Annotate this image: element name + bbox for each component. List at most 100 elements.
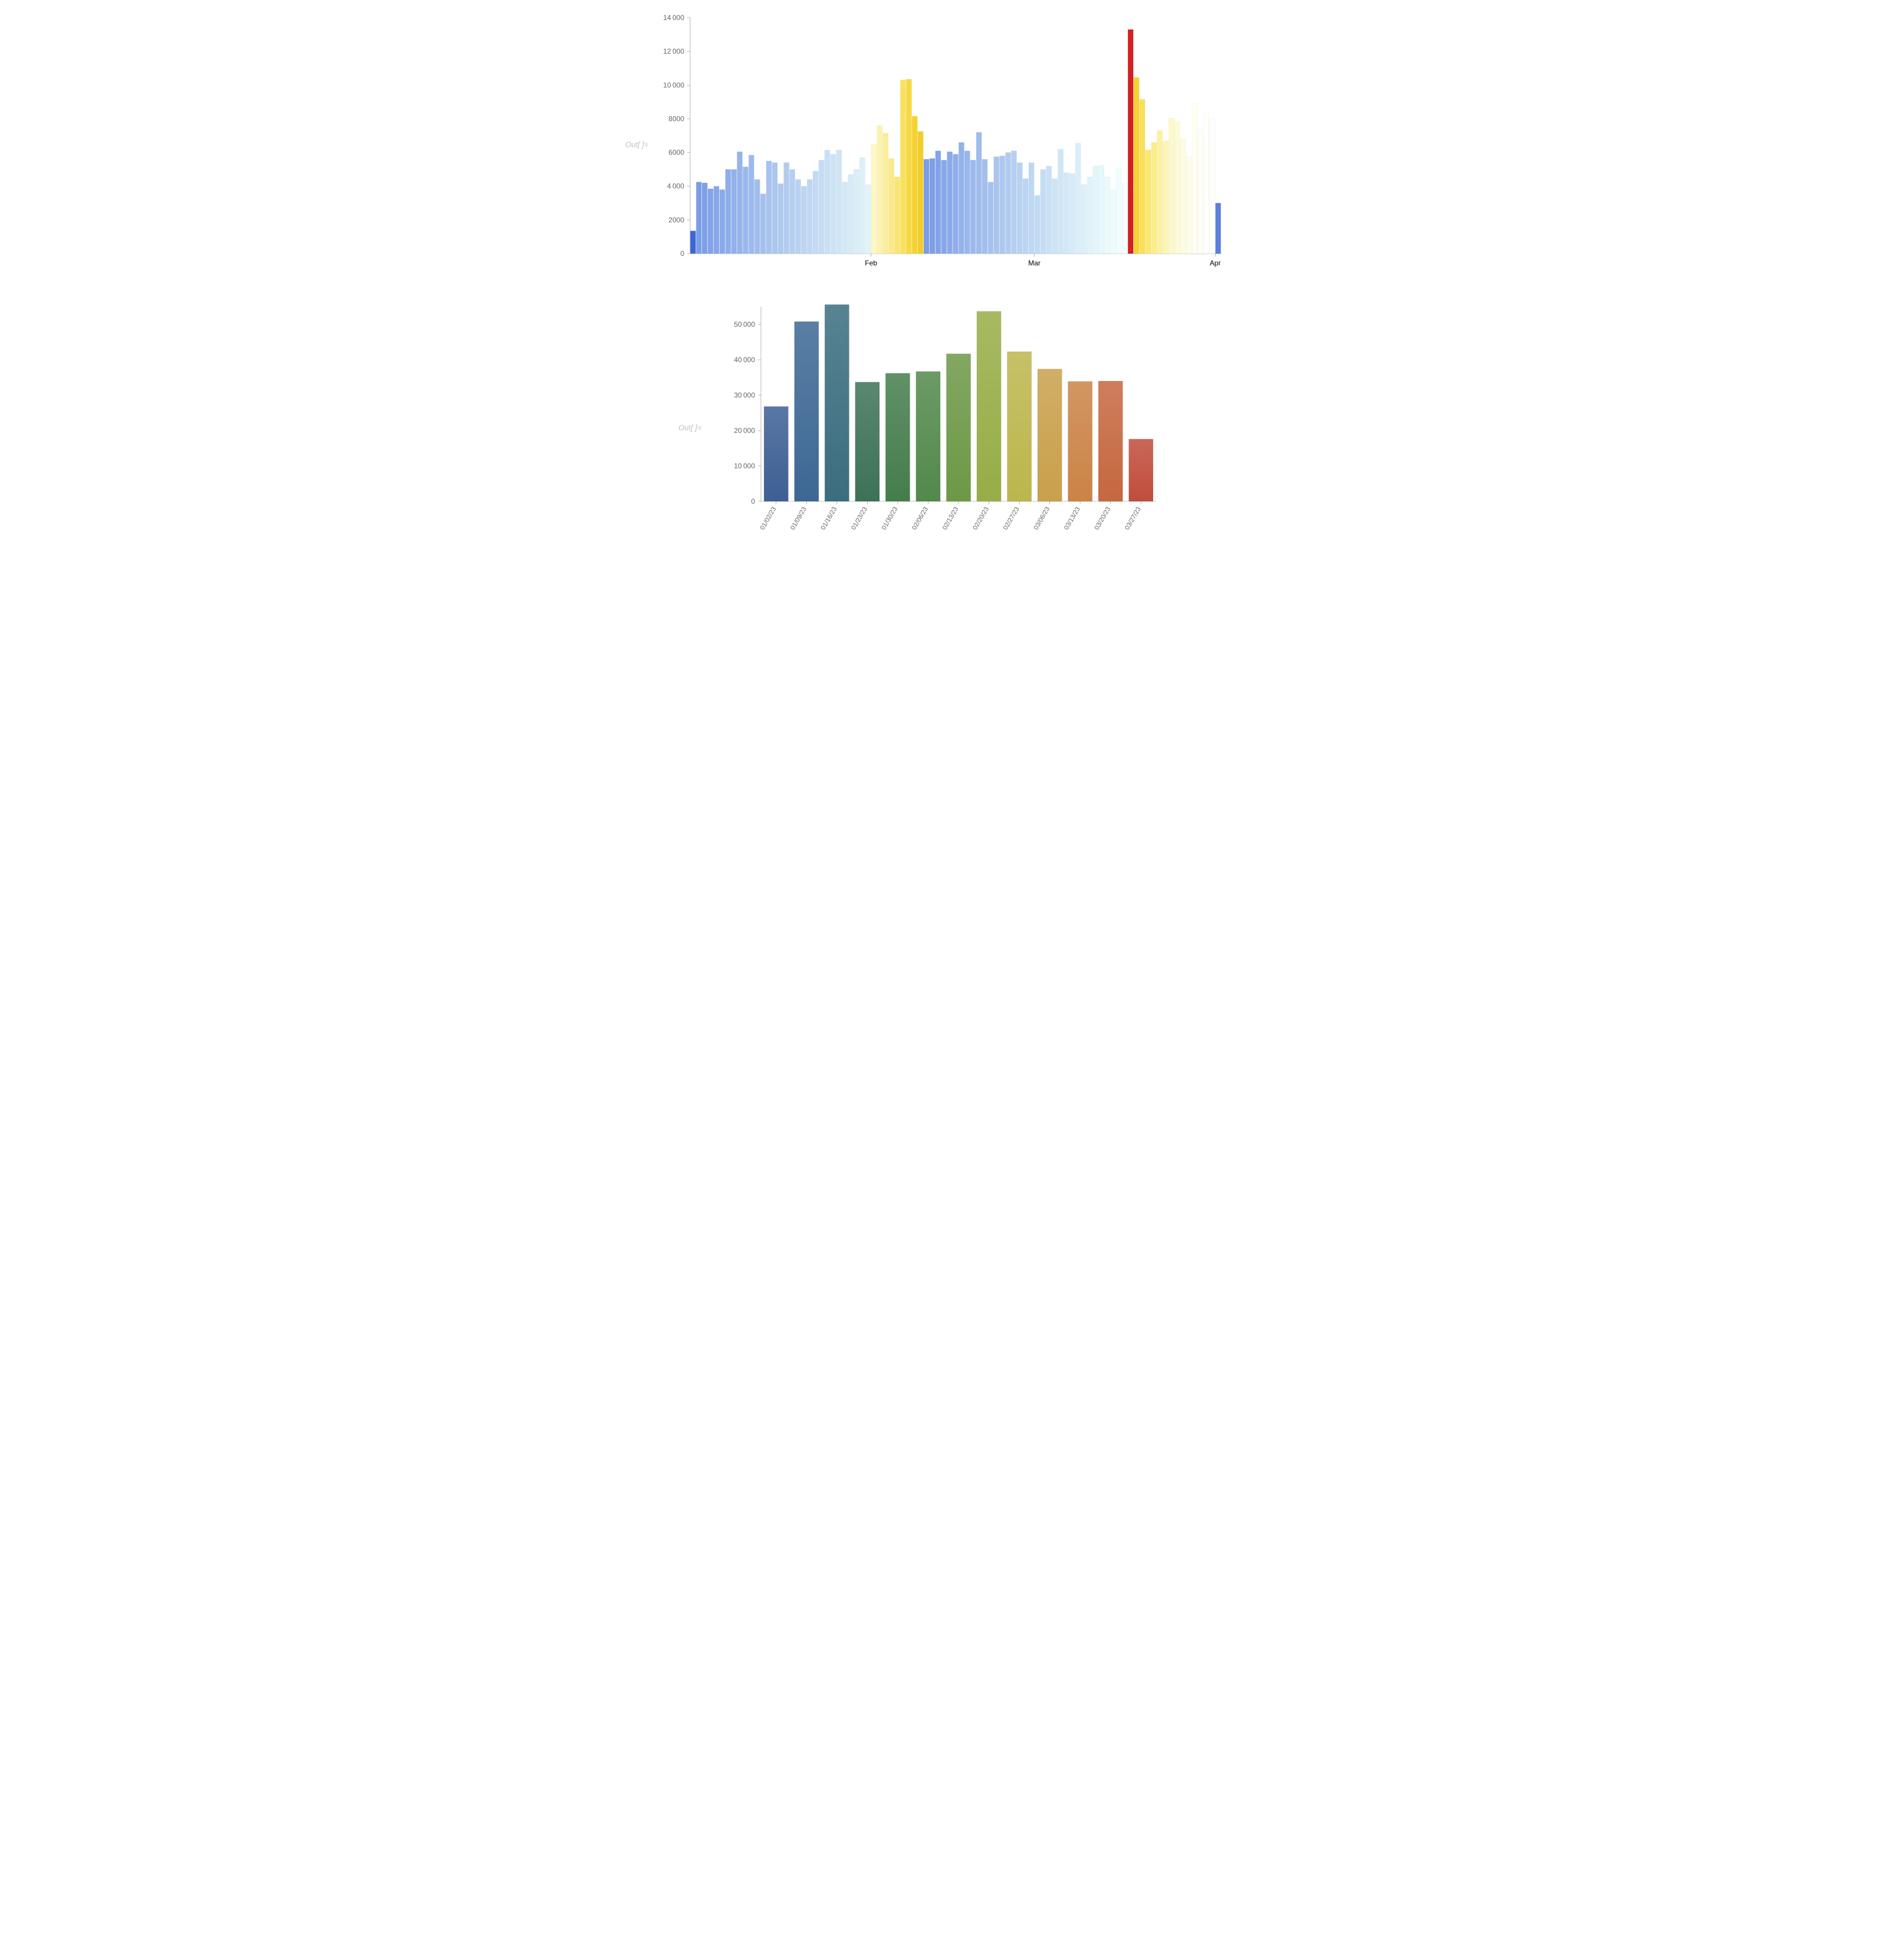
daily-bar	[754, 179, 760, 254]
svg-text:0: 0	[680, 249, 684, 258]
weekly-x-label: 02/20/23	[972, 506, 990, 531]
weekly-bar	[1068, 382, 1092, 501]
out-label-2: Out[ ]=	[661, 423, 702, 432]
svg-text:0: 0	[751, 497, 755, 505]
weekly-bar	[855, 382, 879, 501]
weekly-x-label: 02/27/23	[1002, 506, 1020, 531]
svg-text:4 000: 4 000	[667, 182, 684, 191]
svg-text:50 000: 50 000	[734, 320, 755, 329]
daily-bar	[702, 183, 707, 254]
daily-bar	[1157, 130, 1162, 254]
weekly-x-label: 01/30/23	[880, 506, 899, 531]
daily-bar	[1011, 151, 1016, 254]
daily-bar	[1058, 149, 1063, 254]
daily-bar	[1197, 130, 1203, 254]
weekly-bar	[1128, 439, 1153, 501]
weekly-bar	[1007, 352, 1031, 501]
svg-text:12 000: 12 000	[663, 47, 684, 55]
weekly-x-label: 03/06/23	[1032, 506, 1051, 531]
daily-bar	[1139, 100, 1144, 254]
weekly-bar	[825, 304, 849, 501]
daily-bar	[696, 182, 701, 254]
daily-bar	[783, 163, 789, 254]
daily-bar	[935, 151, 940, 254]
weekly-bar	[885, 373, 910, 501]
daily-bar	[854, 169, 859, 254]
daily-bar	[690, 231, 695, 254]
daily-bar	[749, 155, 754, 254]
daily-bar	[1163, 141, 1168, 254]
daily-bar	[1081, 185, 1087, 254]
daily-bar	[964, 151, 970, 254]
daily-bar	[1034, 195, 1039, 254]
daily-bar	[912, 116, 917, 254]
weekly-x-label: 03/20/23	[1093, 506, 1112, 531]
daily-bar	[918, 132, 923, 254]
daily-bar	[982, 159, 987, 254]
daily-bar	[830, 154, 835, 254]
svg-text:40 000: 40 000	[734, 356, 755, 364]
svg-text:30 000: 30 000	[734, 391, 755, 399]
daily-bar	[713, 186, 718, 254]
daily-bar	[795, 179, 800, 254]
svg-text:20 000: 20 000	[734, 426, 755, 435]
svg-text:6000: 6000	[668, 149, 684, 157]
daily-bar-chart: Out[ ]= 020004 0006000800010 00012 00014…	[608, 12, 1280, 277]
daily-bar	[929, 159, 934, 254]
daily-bar	[906, 79, 911, 254]
daily-bar	[894, 177, 900, 254]
svg-text:Feb: Feb	[865, 259, 877, 267]
daily-bar	[947, 152, 952, 254]
weekly-x-label: 01/23/23	[850, 506, 869, 531]
weekly-bar	[1038, 369, 1062, 501]
daily-bar	[882, 133, 888, 254]
daily-bar	[941, 160, 946, 254]
daily-bar	[1122, 183, 1127, 254]
daily-bar	[824, 150, 829, 254]
weekly-bar	[794, 321, 818, 501]
daily-bar	[1098, 165, 1104, 254]
weekly-bar-chart-svg: 010 00020 00030 00040 00050 00001/02/230…	[720, 301, 1168, 554]
daily-bar	[871, 144, 876, 254]
daily-bar	[1092, 166, 1098, 254]
weekly-x-label: 02/13/23	[941, 506, 960, 531]
daily-bar	[959, 142, 964, 254]
daily-bar	[818, 160, 823, 254]
daily-bar	[1087, 177, 1092, 254]
daily-bar	[1203, 112, 1209, 254]
daily-bar	[760, 194, 766, 254]
daily-bar	[1064, 173, 1069, 254]
daily-bar	[737, 152, 742, 254]
daily-bar	[1209, 119, 1215, 254]
daily-bar	[1215, 203, 1220, 254]
daily-bar	[1069, 173, 1075, 254]
daily-bar	[1052, 179, 1057, 254]
daily-bar	[725, 169, 730, 254]
weekly-bar	[764, 406, 788, 501]
daily-bar-chart-svg: 020004 0006000800010 00012 00014 000FebM…	[655, 12, 1233, 277]
daily-bar	[813, 171, 818, 254]
weekly-x-label: 01/09/23	[789, 506, 808, 531]
out-label-1: Out[ ]=	[608, 140, 649, 149]
daily-bar	[1174, 122, 1180, 254]
daily-bar	[1169, 118, 1174, 254]
daily-bar	[801, 186, 806, 254]
daily-bar	[719, 189, 724, 254]
daily-bar	[1104, 177, 1110, 254]
daily-bar	[848, 175, 853, 254]
daily-bar	[970, 160, 976, 254]
svg-text:2000: 2000	[668, 216, 684, 224]
daily-bar	[1134, 77, 1139, 254]
svg-text:8000: 8000	[668, 114, 684, 123]
svg-text:10 000: 10 000	[663, 81, 684, 89]
daily-bar	[1110, 189, 1115, 254]
daily-bar	[1017, 163, 1022, 254]
daily-bar	[877, 126, 882, 254]
daily-bar	[865, 185, 871, 254]
weekly-x-label: 02/06/23	[911, 506, 930, 531]
daily-bar	[1128, 29, 1133, 254]
daily-bar	[953, 154, 958, 254]
daily-bar	[1075, 143, 1081, 254]
daily-bar	[987, 182, 993, 254]
daily-bar	[1029, 163, 1034, 254]
